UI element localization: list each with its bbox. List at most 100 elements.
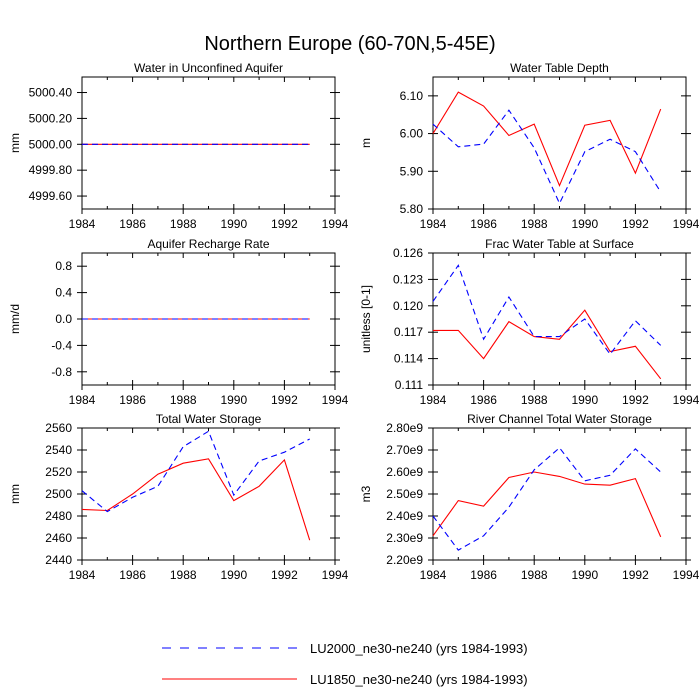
x-tick-label: 1994 xyxy=(322,568,349,582)
legend: LU2000_ne30-ne240 (yrs 1984-1993) LU1850… xyxy=(162,641,528,687)
x-tick-label: 1992 xyxy=(271,217,298,231)
x-tick-label: 1990 xyxy=(220,568,247,582)
legend-label-lu2000: LU2000_ne30-ne240 (yrs 1984-1993) xyxy=(310,641,528,656)
panel-title: River Channel Total Water Storage xyxy=(467,412,652,426)
y-tick-label: 2.70e9 xyxy=(386,443,423,457)
panel-2: Water Table Depth m 1984 1986 1988 1990 1992 19… xyxy=(359,61,700,231)
y-tick-label: 2.40e9 xyxy=(386,509,423,523)
y-tick-label: 2440 xyxy=(45,553,72,567)
x-tick-label: 1986 xyxy=(470,393,497,407)
panel-1: Water in Unconfined Aquifer mm 1984 1986 198… xyxy=(8,61,349,231)
y-axis-label: unitless [0-1] xyxy=(359,285,373,353)
y-tick-label: 0.120 xyxy=(393,299,423,313)
panel-3: Aquifer Recharge Rate mm/d 1984 1986 1988 199… xyxy=(8,237,349,407)
plot-frame xyxy=(432,427,687,561)
series-line-lu1850 xyxy=(81,458,311,541)
y-tick-label: 6.00 xyxy=(400,127,424,141)
y-axis-label: mm xyxy=(8,484,22,504)
y-tick-label: 0.123 xyxy=(393,272,423,286)
x-tick-label: 1988 xyxy=(521,217,548,231)
y-tick-label: 2.20e9 xyxy=(386,553,423,567)
x-tick-label: 1988 xyxy=(170,217,197,231)
x-tick-label: 1986 xyxy=(119,393,146,407)
x-tick-label: 1990 xyxy=(571,568,598,582)
y-tick-label: 0.117 xyxy=(394,325,423,339)
y-tick-label: 4999.80 xyxy=(29,163,73,177)
y-tick-label: 2.50e9 xyxy=(386,487,423,501)
x-tick-label: 1984 xyxy=(420,217,447,231)
y-tick-label: 2460 xyxy=(45,531,72,545)
y-tick-label: -0.4 xyxy=(51,338,72,352)
panel-title: Total Water Storage xyxy=(156,412,262,426)
y-tick-label: 2500 xyxy=(45,487,72,501)
panel-title: Aquifer Recharge Rate xyxy=(147,237,269,251)
x-tick-label: 1992 xyxy=(622,393,649,407)
series-line-lu2000 xyxy=(81,430,310,513)
panels: Water in Unconfined Aquifer mm 1984 1986 198… xyxy=(8,61,700,582)
x-tick-label: 1986 xyxy=(470,568,497,582)
y-tick-label: 0.4 xyxy=(55,286,72,300)
x-tick-label: 1984 xyxy=(69,217,96,231)
x-tick-label: 1988 xyxy=(521,568,548,582)
y-tick-label: 4999.60 xyxy=(29,189,73,203)
panel-5: Total Water Storage mm 1984 1986 1988 1990 199… xyxy=(8,412,349,582)
y-tick-label: 0.8 xyxy=(55,259,72,273)
y-tick-label: -0.8 xyxy=(51,365,72,379)
x-tick-label: 1986 xyxy=(119,568,146,582)
panel-title: Frac Water Table at Surface xyxy=(485,237,634,251)
plot-frame xyxy=(432,76,687,210)
plot-frame xyxy=(432,252,687,386)
series-line-lu2000 xyxy=(432,447,662,551)
x-tick-label: 1986 xyxy=(470,217,497,231)
y-tick-label: 2.30e9 xyxy=(386,531,423,545)
x-tick-label: 1984 xyxy=(69,568,96,582)
y-tick-label: 0.111 xyxy=(395,378,424,392)
y-tick-label: 2540 xyxy=(45,443,72,457)
x-tick-label: 1994 xyxy=(322,217,349,231)
y-tick-label: 5.90 xyxy=(400,164,424,178)
x-tick-label: 1994 xyxy=(673,568,700,582)
x-tick-label: 1992 xyxy=(271,568,298,582)
y-tick-label: 2480 xyxy=(45,509,72,523)
y-tick-label: 2.80e9 xyxy=(386,421,423,435)
x-tick-label: 1992 xyxy=(271,393,298,407)
y-tick-label: 0.0 xyxy=(55,312,72,326)
y-tick-label: 5000.20 xyxy=(29,111,73,125)
figure-title: Northern Europe (60-70N,5-45E) xyxy=(204,33,495,55)
legend-label-lu1850: LU1850_ne30-ne240 (yrs 1984-1993) xyxy=(310,672,528,687)
x-tick-label: 1992 xyxy=(622,217,649,231)
y-tick-label: 2.60e9 xyxy=(386,465,423,479)
panel-title: Water in Unconfined Aquifer xyxy=(134,61,283,75)
y-tick-label: 5000.00 xyxy=(29,137,73,151)
series-line-lu1850 xyxy=(432,471,662,538)
x-tick-label: 1990 xyxy=(571,393,598,407)
series-line-lu1850 xyxy=(433,309,662,380)
y-tick-label: 0.114 xyxy=(394,352,423,366)
series-line-lu1850 xyxy=(432,91,662,188)
y-axis-label: m3 xyxy=(359,485,373,502)
x-tick-label: 1988 xyxy=(521,393,548,407)
panel-title: Water Table Depth xyxy=(510,61,609,75)
x-tick-label: 1986 xyxy=(119,217,146,231)
x-tick-label: 1988 xyxy=(170,568,197,582)
y-axis-label: mm/d xyxy=(8,304,22,334)
x-tick-label: 1990 xyxy=(571,217,598,231)
plot-frame xyxy=(81,427,336,561)
panel-4: Frac Water Table at Surface unitless [0-1… xyxy=(359,237,700,407)
plot-frame xyxy=(81,76,336,210)
series-line-lu2000 xyxy=(432,109,662,205)
y-tick-label: 2560 xyxy=(45,421,72,435)
y-tick-label: 6.10 xyxy=(400,89,424,103)
x-tick-label: 1990 xyxy=(220,393,247,407)
y-tick-label: 5.80 xyxy=(400,202,424,216)
y-tick-label: 2520 xyxy=(45,465,72,479)
y-axis-label: m xyxy=(359,138,373,148)
panel-6: River Channel Total Water Storage m3 1984 1… xyxy=(359,412,700,582)
x-tick-label: 1990 xyxy=(220,217,247,231)
x-tick-label: 1984 xyxy=(420,393,447,407)
x-tick-label: 1992 xyxy=(622,568,649,582)
x-tick-label: 1984 xyxy=(420,568,447,582)
x-tick-label: 1994 xyxy=(673,217,700,231)
x-tick-label: 1984 xyxy=(69,393,96,407)
